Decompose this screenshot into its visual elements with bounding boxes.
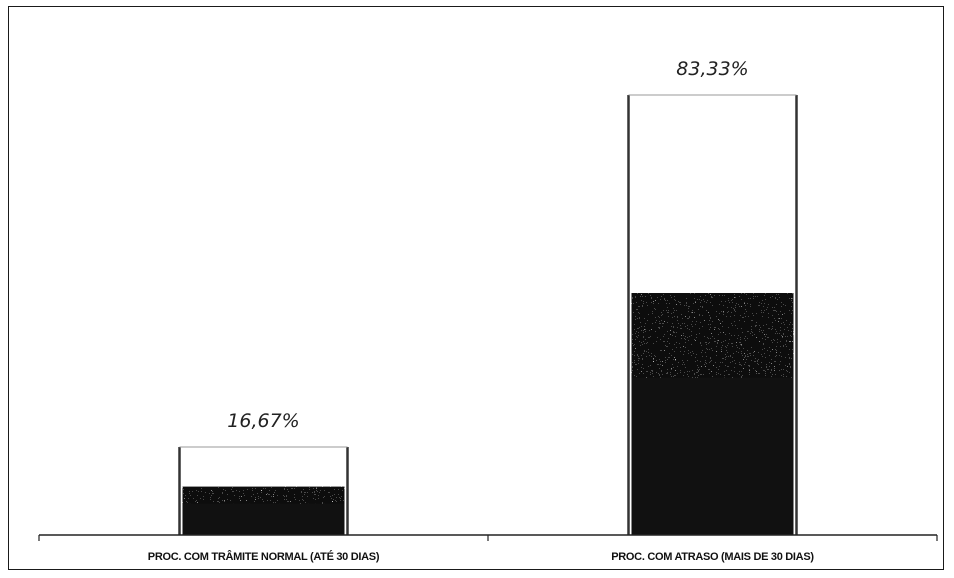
chart-frame: 16,67% PROC. COM TRÂMITE NORMAL (ATÉ 30 D… [8, 6, 944, 570]
bar-2 [627, 94, 798, 535]
data-label: 83,33% [676, 58, 748, 80]
x-ticks [38, 535, 938, 541]
labels-layer: 16,67% PROC. COM TRÂMITE NORMAL (ATÉ 30 D… [148, 58, 815, 563]
bar-fill-solid [631, 377, 794, 535]
bar-fill-solid [182, 503, 345, 535]
bar-1 [178, 446, 349, 535]
x-tick-label: PROC. COM ATRASO (MAIS DE 30 DIAS) [611, 551, 814, 563]
bars-layer [178, 94, 798, 535]
x-tick-label: PROC. COM TRÂMITE NORMAL (ATÉ 30 DIAS) [148, 550, 380, 563]
bar-chart: 16,67% PROC. COM TRÂMITE NORMAL (ATÉ 30 D… [38, 58, 938, 563]
data-label: 16,67% [227, 410, 299, 432]
